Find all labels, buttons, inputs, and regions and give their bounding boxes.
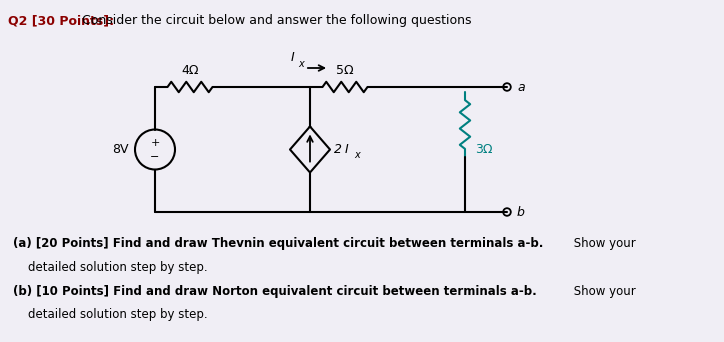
Text: detailed solution step by step.: detailed solution step by step.	[13, 261, 208, 274]
Text: Show your: Show your	[570, 237, 636, 250]
Text: a: a	[517, 80, 525, 93]
Text: x: x	[298, 59, 304, 69]
Text: (a) [20 Points] Find and draw Thevnin equivalent circuit between terminals a-b.: (a) [20 Points] Find and draw Thevnin eq…	[13, 237, 544, 250]
Text: Show your: Show your	[570, 285, 636, 298]
Text: 3Ω: 3Ω	[475, 143, 492, 156]
Text: Consider the circuit below and answer the following questions: Consider the circuit below and answer th…	[78, 14, 471, 27]
Text: Q2 [30 Points]:: Q2 [30 Points]:	[8, 14, 114, 27]
Text: (b) [10 Points] Find and draw Norton equivalent circuit between terminals a-b.: (b) [10 Points] Find and draw Norton equ…	[13, 285, 536, 298]
Text: x: x	[354, 149, 360, 159]
Text: −: −	[151, 152, 160, 161]
Text: 8V: 8V	[111, 143, 128, 156]
Text: b: b	[517, 206, 525, 219]
Text: 2: 2	[334, 143, 342, 156]
Text: I: I	[291, 51, 295, 64]
Text: detailed solution step by step.: detailed solution step by step.	[13, 308, 208, 321]
Text: I: I	[345, 143, 349, 156]
Text: 5Ω: 5Ω	[336, 64, 354, 77]
Text: +: +	[151, 137, 160, 147]
Text: 4Ω: 4Ω	[181, 64, 199, 77]
